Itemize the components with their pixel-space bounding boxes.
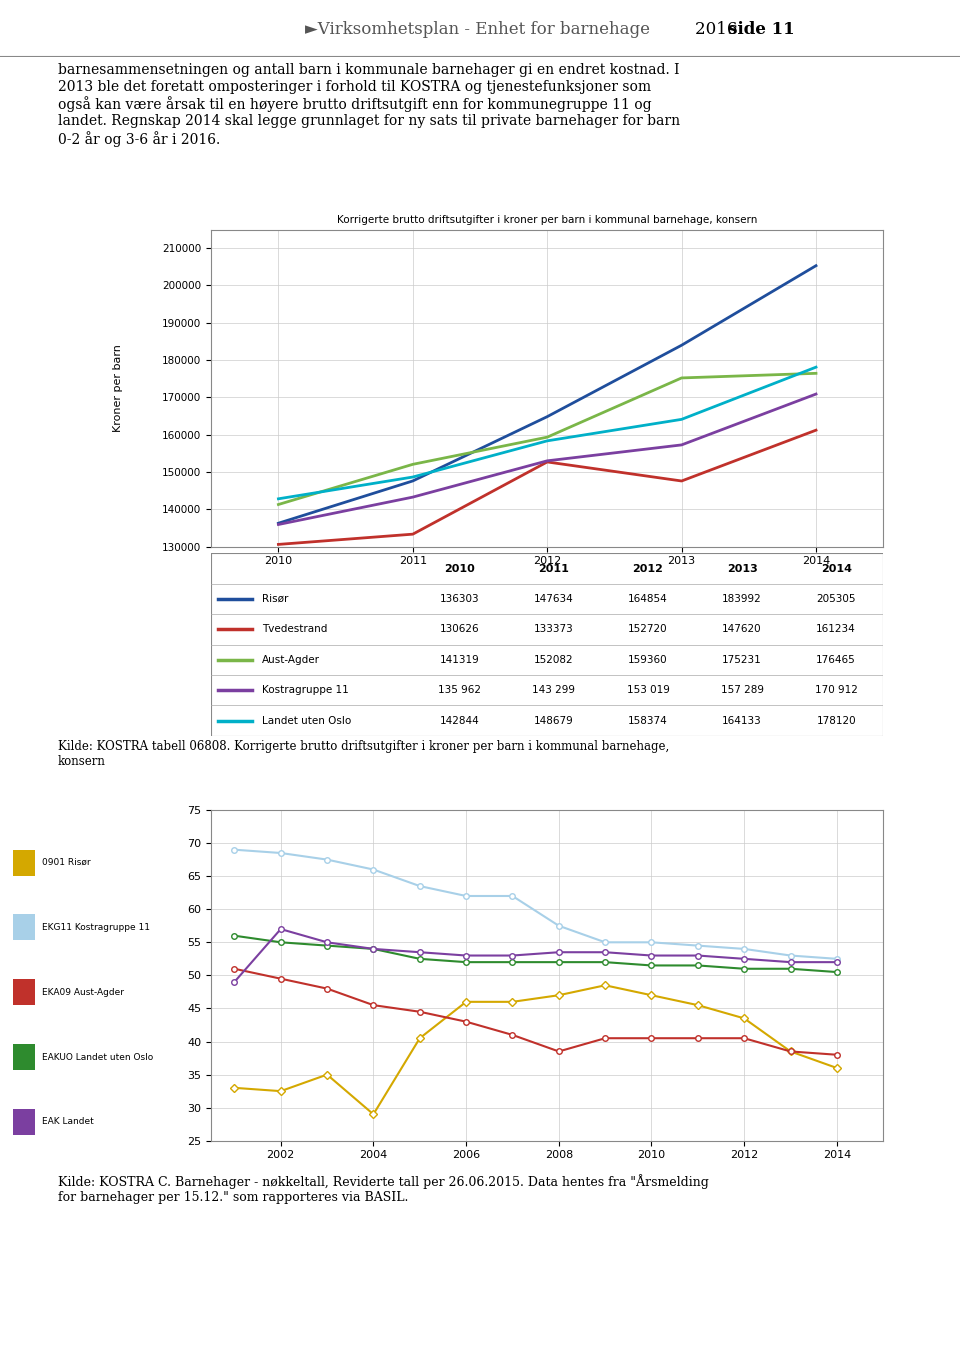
Text: EAKUO Landet uten Oslo: EAKUO Landet uten Oslo [42, 1053, 154, 1061]
Bar [13, 1108, 36, 1135]
Text: Tvedestrand: Tvedestrand [261, 625, 327, 634]
Text: 142844: 142844 [440, 716, 480, 725]
Text: 2014: 2014 [821, 564, 852, 574]
Text: Kilde: KOSTRA C. Barnehager - nøkkeltall, Reviderte tall per 26.06.2015. Data he: Kilde: KOSTRA C. Barnehager - nøkkeltall… [58, 1174, 708, 1204]
Text: Landet uten Oslo: Landet uten Oslo [261, 716, 350, 725]
Text: 175231: 175231 [722, 655, 762, 664]
Text: EKG11 Kostragruppe 11: EKG11 Kostragruppe 11 [42, 923, 151, 932]
Text: 2013: 2013 [727, 564, 757, 574]
Bar [13, 979, 36, 1006]
Text: 141319: 141319 [440, 655, 480, 664]
Text: 170 912: 170 912 [815, 686, 857, 695]
Text: 147634: 147634 [534, 594, 574, 603]
Text: 161234: 161234 [816, 625, 856, 634]
Bar [13, 849, 36, 876]
Text: Risør: Risør [261, 594, 288, 603]
Text: 2010: 2010 [444, 564, 475, 574]
Text: 147620: 147620 [722, 625, 762, 634]
Bar [13, 914, 36, 941]
Text: 176465: 176465 [816, 655, 856, 664]
Y-axis label: Kroner per barn: Kroner per barn [113, 344, 123, 432]
Text: Aust-Agder: Aust-Agder [261, 655, 320, 664]
Text: 164133: 164133 [722, 716, 762, 725]
Text: 130626: 130626 [440, 625, 480, 634]
Text: 136303: 136303 [440, 594, 480, 603]
Text: 135 962: 135 962 [439, 686, 481, 695]
Text: 157 289: 157 289 [721, 686, 763, 695]
Text: 2012: 2012 [633, 564, 663, 574]
Text: 178120: 178120 [816, 716, 856, 725]
Bar [13, 1044, 36, 1071]
Text: Kilde: KOSTRA tabell 06808. Korrigerte brutto driftsutgifter i kroner per barn i: Kilde: KOSTRA tabell 06808. Korrigerte b… [58, 740, 669, 768]
Text: EKA09 Aust-Agder: EKA09 Aust-Agder [42, 988, 125, 996]
Text: ►Virksomhetsplan - Enhet for barnehage: ►Virksomhetsplan - Enhet for barnehage [305, 22, 655, 38]
Text: 2011: 2011 [539, 564, 569, 574]
Text: 152720: 152720 [628, 625, 668, 634]
Text: 205305: 205305 [816, 594, 856, 603]
Text: 164854: 164854 [628, 594, 668, 603]
Text: 153 019: 153 019 [627, 686, 669, 695]
Text: 133373: 133373 [534, 625, 574, 634]
Title: Korrigerte brutto driftsutgifter i kroner per barn i kommunal barnehage, konsern: Korrigerte brutto driftsutgifter i krone… [337, 215, 757, 224]
Text: side 11: side 11 [728, 22, 794, 38]
Text: 2016: 2016 [695, 22, 743, 38]
Text: 143 299: 143 299 [533, 686, 575, 695]
Text: barnesammensetningen og antall barn i kommunale barnehager gi en endret kostnad.: barnesammensetningen og antall barn i ko… [58, 63, 680, 147]
Text: 158374: 158374 [628, 716, 668, 725]
Text: 159360: 159360 [628, 655, 668, 664]
Text: EAK Landet: EAK Landet [42, 1118, 94, 1126]
Text: 183992: 183992 [722, 594, 762, 603]
Text: 152082: 152082 [534, 655, 574, 664]
Text: 148679: 148679 [534, 716, 574, 725]
Text: Kostragruppe 11: Kostragruppe 11 [261, 686, 348, 695]
Text: 0901 Risør: 0901 Risør [42, 859, 91, 867]
